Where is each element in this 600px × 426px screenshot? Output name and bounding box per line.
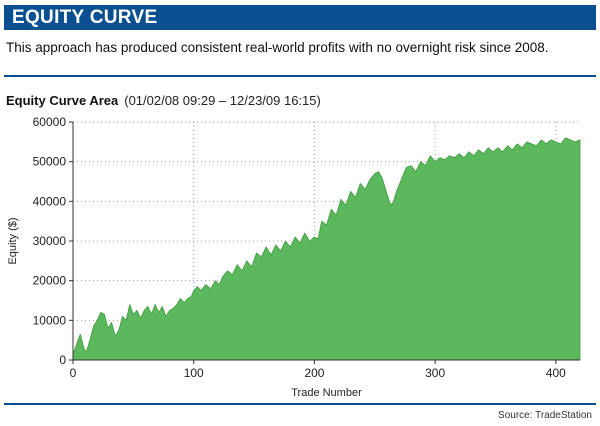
top-divider (4, 75, 596, 77)
y-tick-label: 0 (59, 353, 66, 367)
x-tick-label: 200 (304, 366, 324, 380)
x-tick-label: 100 (184, 366, 204, 380)
x-tick-label: 300 (425, 366, 445, 380)
bottom-divider (4, 403, 596, 405)
x-tick-label: 0 (70, 366, 77, 380)
y-tick-label: 40000 (33, 194, 67, 208)
chart-date-range: (01/02/08 09:29 – 12/23/09 16:15) (124, 93, 321, 108)
equity-area (72, 137, 581, 361)
source-credit: Source: TradeStation (498, 410, 592, 421)
y-tick-label: 50000 (33, 155, 67, 169)
y-tick-label: 60000 (33, 115, 67, 129)
page-title: EQUITY CURVE (12, 7, 158, 28)
page-subtitle: This approach has produced consistent re… (6, 40, 549, 55)
y-axis-title: Equity ($) (7, 217, 19, 264)
y-tick-label: 10000 (33, 313, 67, 327)
x-tick-label: 400 (546, 366, 566, 380)
header-banner: EQUITY CURVE (4, 5, 596, 30)
y-tick-label: 20000 (33, 274, 67, 288)
y-tick-label: 30000 (33, 234, 67, 248)
x-axis-title: Trade Number (291, 387, 362, 399)
chart-heading: Equity Curve Area (01/02/08 09:29 – 12/23… (6, 93, 321, 108)
chart-title: Equity Curve Area (6, 93, 119, 108)
